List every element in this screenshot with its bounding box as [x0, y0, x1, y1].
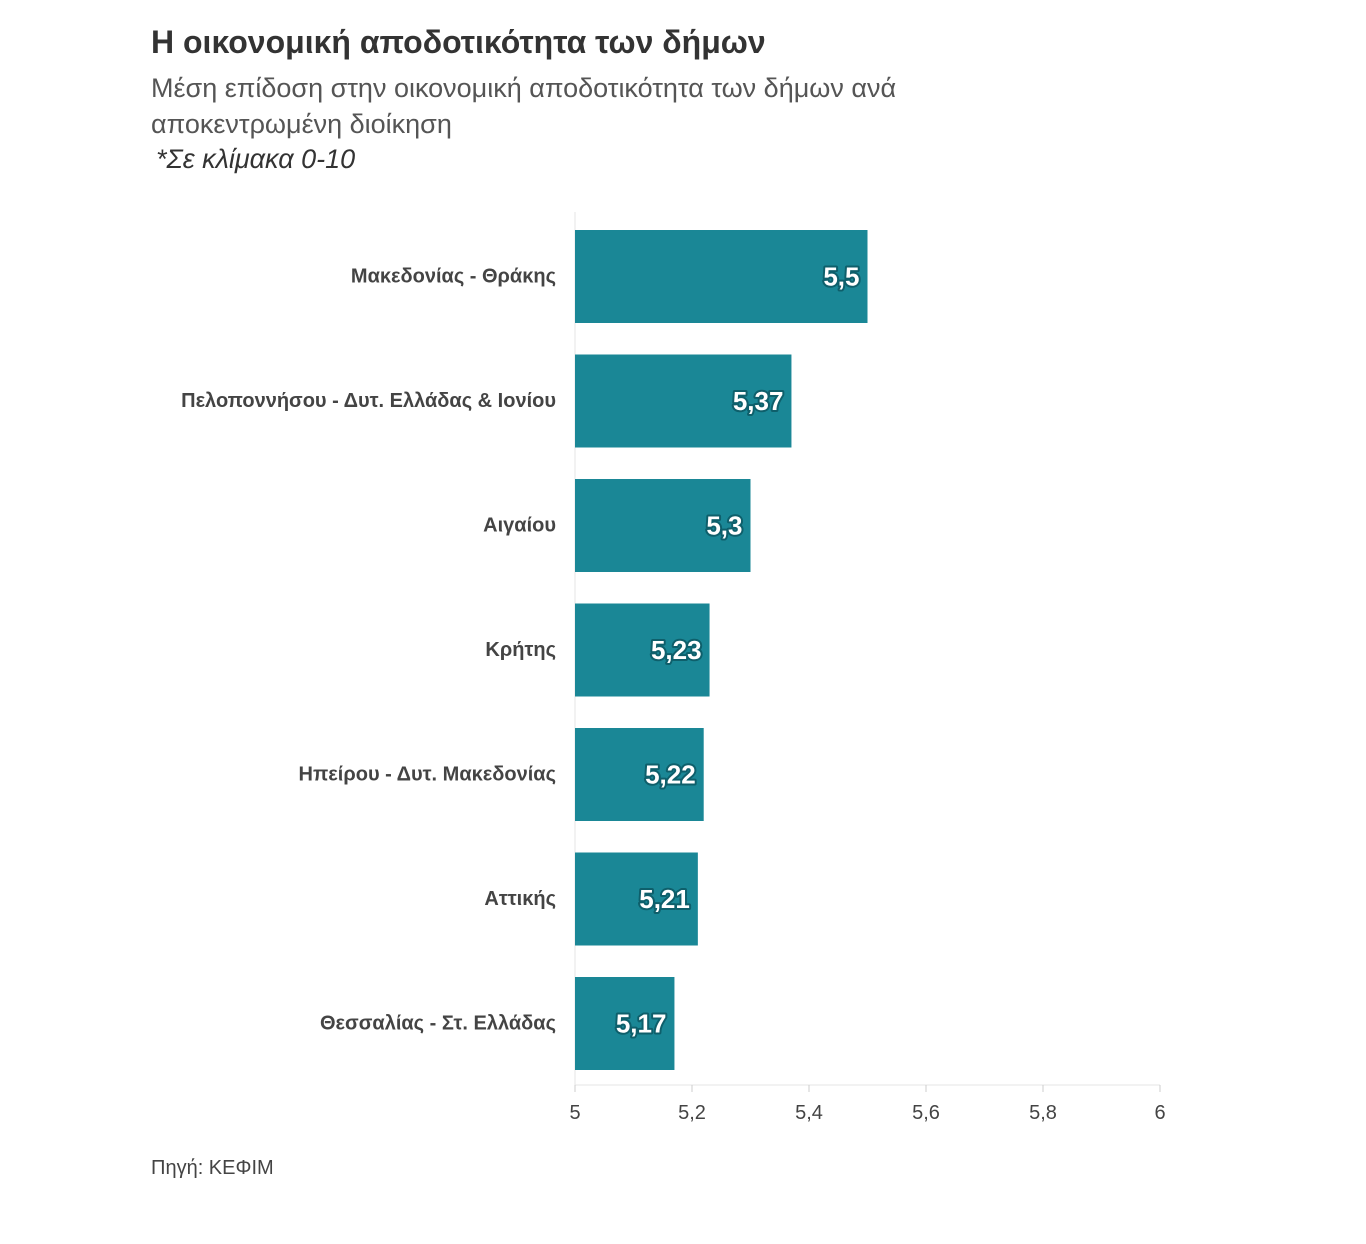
bar-value-label: 5,37 [733, 386, 784, 416]
bar [575, 852, 698, 946]
bar [575, 479, 751, 572]
category-label: Αττικής [484, 888, 556, 910]
bar [575, 230, 868, 323]
category-label: Αιγαίου [483, 515, 556, 537]
bar-value-label: 5,21 [639, 884, 690, 914]
x-tick-label: 5 [569, 1102, 580, 1124]
category-label: Μακεδονίας - Θράκης [351, 266, 556, 288]
category-label: Κρήτης [485, 639, 556, 661]
bar [575, 603, 710, 697]
bar-value-label: 5,17 [616, 1009, 667, 1039]
chart-subtitle: Μέση επίδοση στην οικονομική αποδοτικότη… [151, 73, 897, 139]
bar [575, 728, 704, 821]
x-tick-label: 5,6 [912, 1102, 940, 1124]
bar-value-label: 5,5 [823, 262, 859, 292]
chart-note: *Σε κλίμακα 0-10 [156, 144, 356, 174]
chart-source: Πηγή: ΚΕΦΙΜ [151, 1157, 274, 1179]
bar-value-label: 5,22 [645, 760, 696, 790]
x-tick-label: 5,4 [795, 1102, 823, 1124]
bar [575, 354, 792, 448]
category-label: Θεσσαλίας - Στ. Ελλάδας [320, 1013, 556, 1035]
bar-value-label: 5,23 [651, 635, 702, 665]
category-label: Ηπείρου - Δυτ. Μακεδονίας [299, 764, 556, 786]
x-tick-label: 5,2 [678, 1102, 706, 1124]
bar [575, 977, 675, 1070]
x-tick-label: 5,8 [1029, 1102, 1057, 1124]
bar-value-label: 5,3 [706, 511, 742, 541]
x-tick-label: 6 [1154, 1102, 1165, 1124]
chart-title: Η οικονομική αποδοτικότητα των δήμων [151, 24, 766, 60]
category-label: Πελοποννήσου - Δυτ. Ελλάδας & Ιονίου [181, 390, 556, 412]
